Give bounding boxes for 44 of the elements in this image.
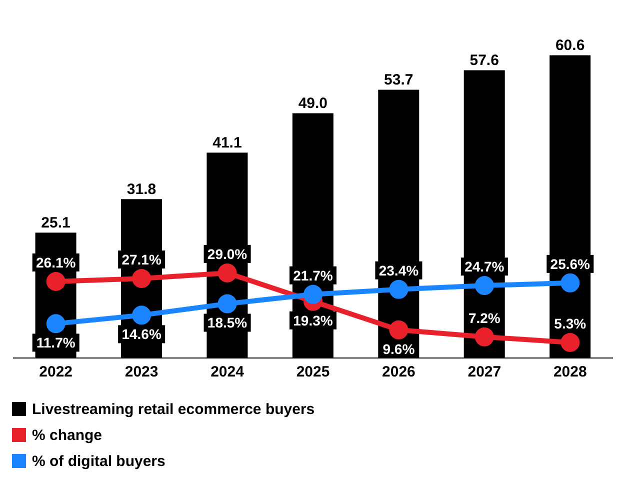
data-label: 25.6% [550,256,591,272]
data-label: 23.4% [378,262,420,278]
data-label: 27.1% [122,252,162,268]
data-label: 41.1 [212,134,242,152]
x-tick-label: 2022 [39,364,73,381]
data-label: 26.1% [36,254,76,270]
data-label: 49.0 [298,95,328,112]
point [218,263,237,282]
data-label: 60.6 [555,37,585,54]
point [304,284,322,304]
x-tick-label: 2024 [210,364,245,381]
data-label: 24.7% [464,258,505,275]
data-label: 11.7% [36,334,76,351]
point [474,327,494,346]
x-tick-label: 2028 [553,364,587,381]
point [132,269,152,288]
data-label: 21.7% [293,267,334,284]
x-tick-label: 2025 [296,364,330,381]
data-label: 25.1 [41,214,70,232]
data-label: 5.3% [554,315,587,332]
point [389,320,408,340]
legend-label: Livestreaming retail ecommerce buyers [31,400,316,420]
data-label: 53.7 [384,72,414,89]
point [560,273,580,292]
legend-label: % of digital buyers [31,452,166,472]
data-label: 57.6 [470,52,499,70]
data-label: 14.6% [122,326,162,342]
legend-label: % change [31,426,104,446]
point [132,306,152,325]
point [474,276,494,296]
data-label: 18.5% [207,314,248,331]
point [46,272,66,291]
point [560,332,580,352]
x-tick-label: 2023 [124,364,158,381]
x-tick-label: 2026 [382,364,416,381]
data-label: 9.6% [382,340,416,357]
point [46,314,66,334]
data-label: 29.0% [207,246,248,262]
x-tick-label: 2027 [468,364,502,381]
point [389,280,408,299]
point [218,294,237,314]
data-label: 19.3% [293,312,334,328]
data-label: 7.2% [468,310,501,326]
data-label: 31.8 [126,181,156,198]
